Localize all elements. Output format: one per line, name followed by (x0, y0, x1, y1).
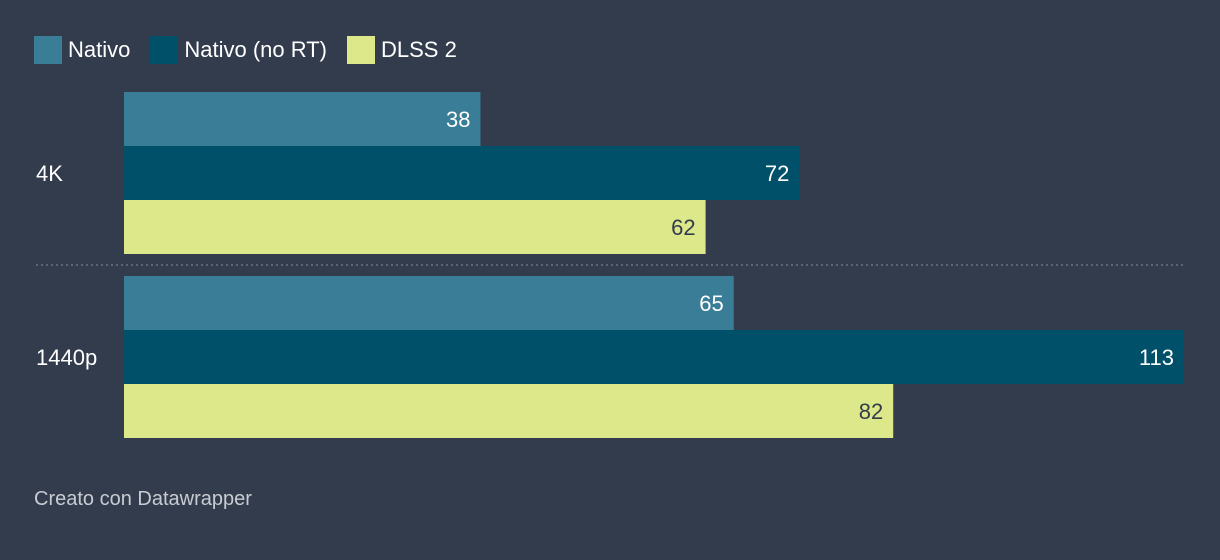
legend-swatch-nativo (34, 36, 62, 64)
bar-4k-dlss-2 (124, 200, 706, 254)
category-label-4k: 4K (36, 161, 63, 186)
value-label-4k-dlss-2: 62 (671, 215, 695, 240)
value-label-4k-nativo: 38 (446, 107, 470, 132)
footer-credit: Creato con Datawrapper (34, 488, 252, 510)
value-label-1440p-nativo-no-rt: 113 (1139, 345, 1174, 370)
bar-4k-nativo (124, 92, 481, 146)
legend-swatch-dlss2 (347, 36, 375, 64)
legend-swatch-nativo-no-rt (150, 36, 179, 64)
legend-item-nativo: Nativo (34, 36, 130, 64)
legend-label-nativo-no-rt: Nativo (no RT) (184, 37, 327, 62)
legend-label-nativo: Nativo (68, 37, 131, 62)
bar-1440p-nativo-no-rt (124, 330, 1184, 384)
category-label-1440p: 1440p (36, 345, 97, 370)
legend-item-nativo-no-rt: Nativo (no RT) (150, 36, 327, 64)
bar-4k-nativo-no-rt (124, 146, 800, 200)
value-label-1440p-dlss-2: 82 (859, 399, 883, 424)
bar-1440p-dlss-2 (124, 384, 894, 438)
value-label-4k-nativo-no-rt: 72 (765, 161, 789, 186)
value-label-1440p-nativo: 65 (699, 291, 723, 316)
bar-1440p-nativo (124, 276, 734, 330)
legend-item-dlss2: DLSS 2 (347, 36, 457, 64)
legend: Nativo Nativo (no RT) DLSS 2 (34, 36, 457, 64)
legend-label-dlss2: DLSS 2 (381, 37, 457, 62)
